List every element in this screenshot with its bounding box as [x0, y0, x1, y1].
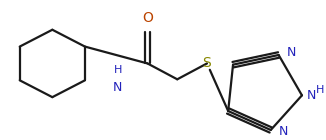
Text: N: N: [307, 89, 316, 102]
Text: N: N: [287, 46, 296, 60]
Text: N: N: [279, 125, 288, 138]
Text: H: H: [113, 65, 122, 75]
Text: O: O: [142, 11, 153, 25]
Text: H: H: [316, 85, 324, 95]
Text: N: N: [113, 81, 123, 94]
Text: S: S: [203, 56, 211, 70]
